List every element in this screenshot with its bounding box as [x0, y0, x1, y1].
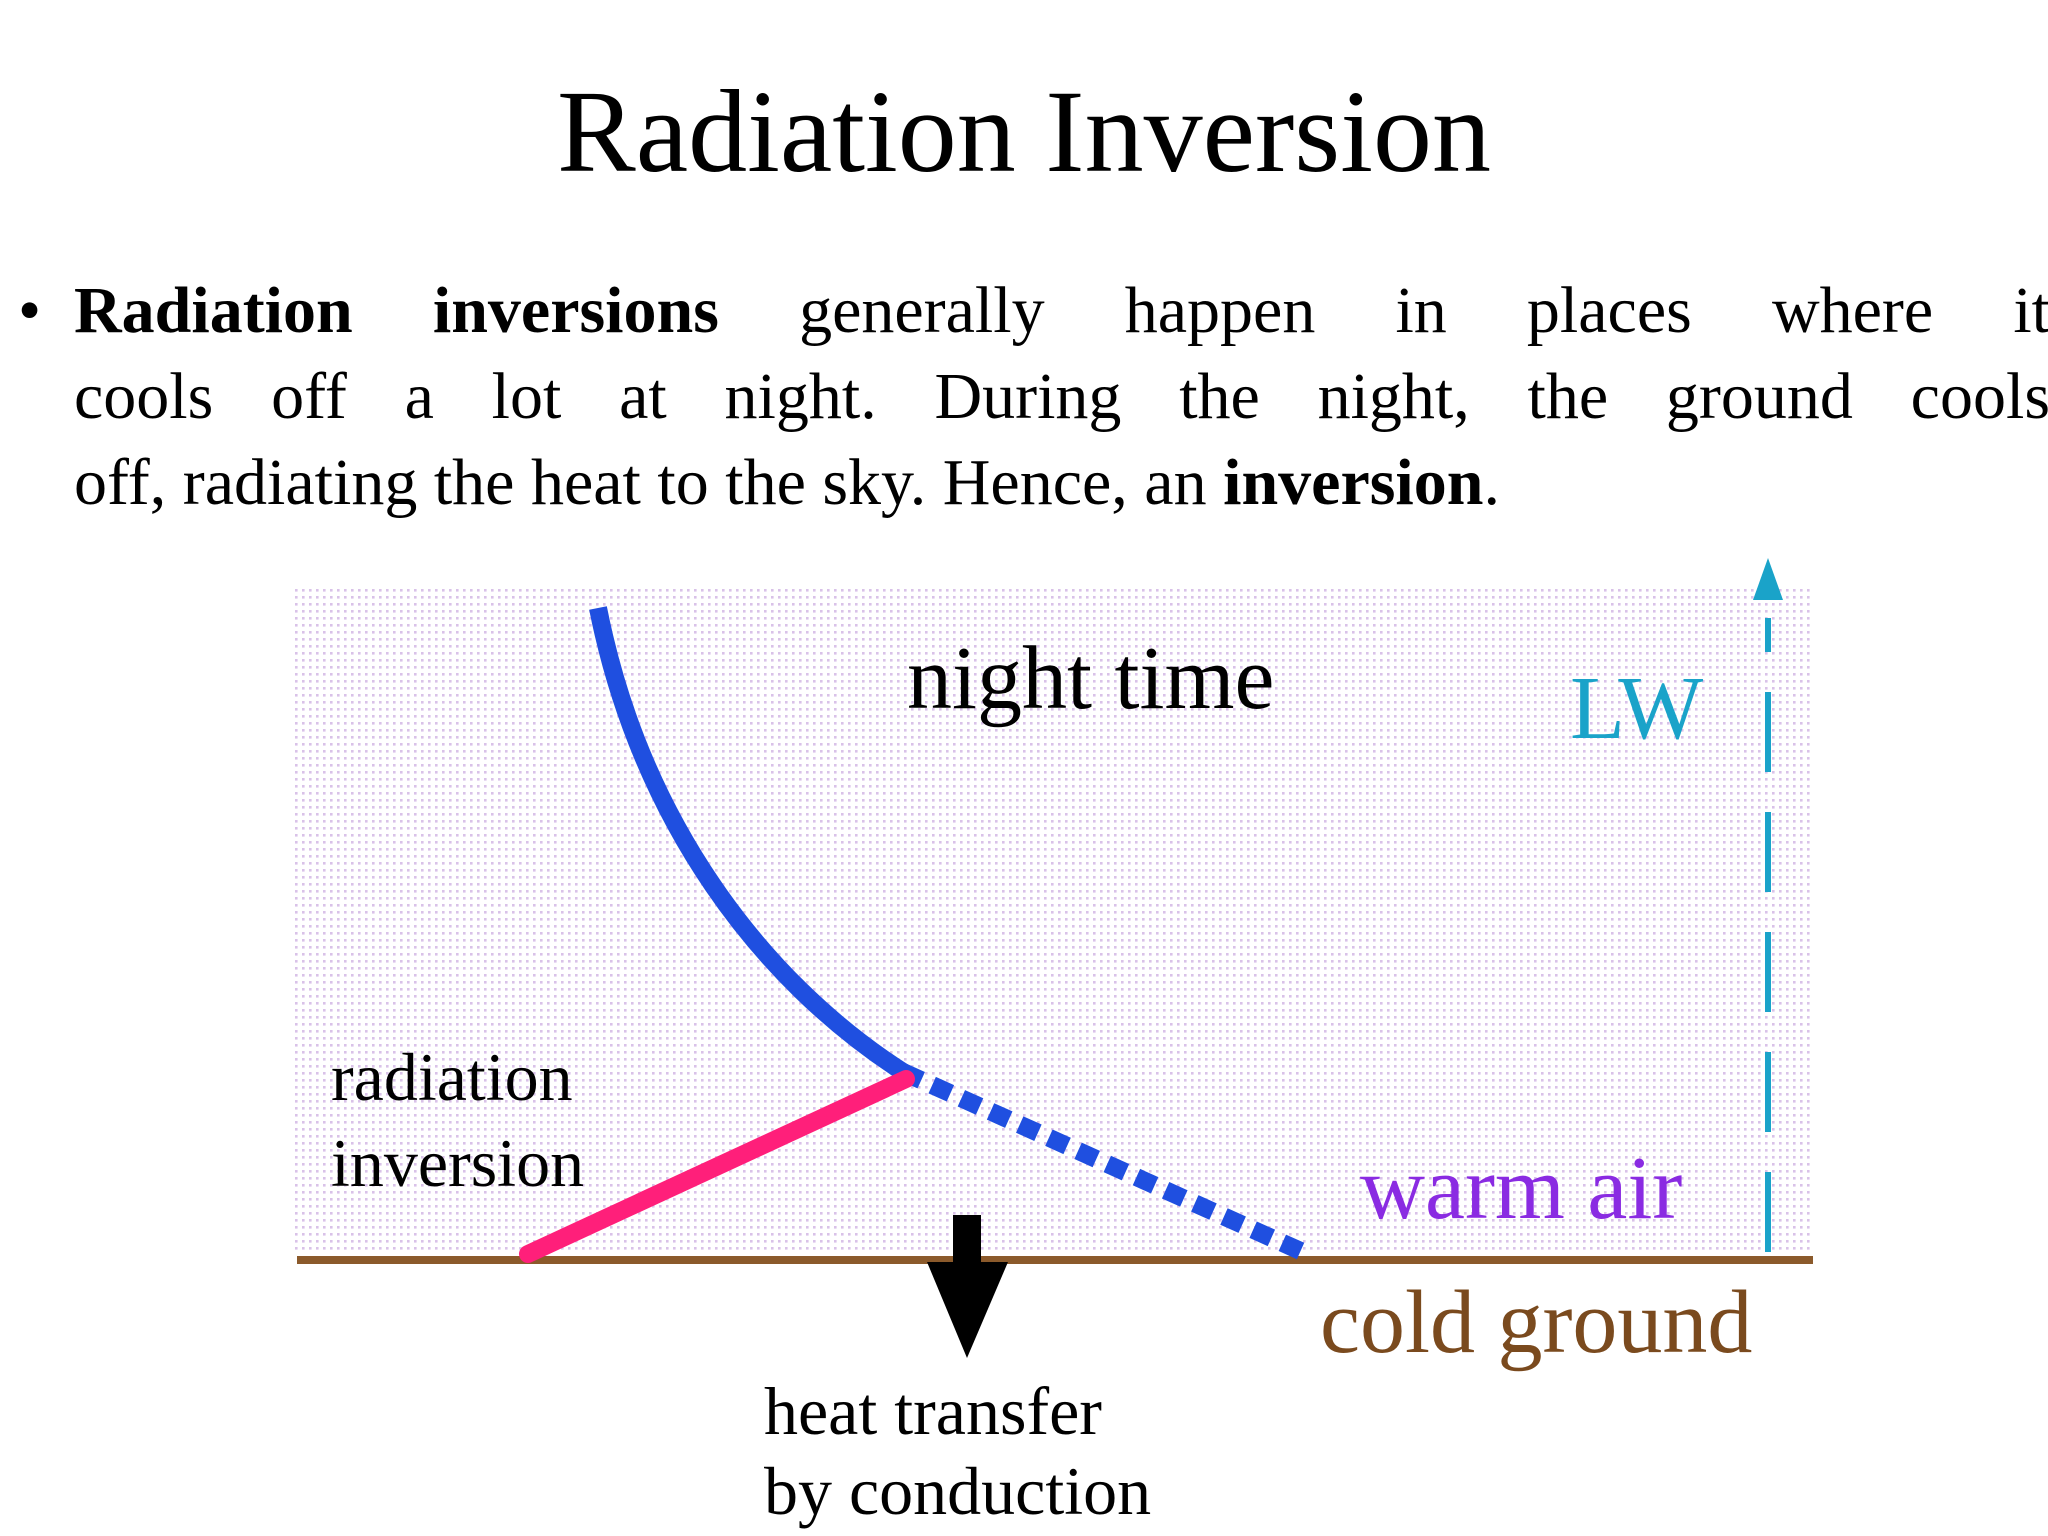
- label-night-time: night time: [907, 629, 1274, 728]
- arrow-down-icon: [927, 1262, 1008, 1358]
- bold-term-radiation-inversions: Radiation inversions: [74, 274, 719, 347]
- label-heat-transfer-1: heat transfer: [764, 1373, 1102, 1449]
- bullet-line-3-end: .: [1483, 446, 1500, 519]
- bullet-line-3: off, radiating the heat to the sky. Henc…: [74, 440, 2048, 526]
- label-heat-transfer-2: by conduction: [764, 1453, 1151, 1529]
- bullet-line-2: cools off a lot at night. During the nig…: [74, 360, 2048, 433]
- label-warm-air: warm air: [1360, 1139, 1682, 1238]
- bold-term-inversion: inversion: [1223, 446, 1484, 519]
- bullet-line-1: Radiation inversions generally happen in…: [74, 268, 2048, 354]
- bullet-line-1-text: generally happen in places where it: [799, 274, 2048, 347]
- label-radiation-inversion-2: inversion: [331, 1125, 584, 1201]
- arrow-up-icon: [1753, 558, 1783, 600]
- inversion-segment: [519, 1070, 915, 1263]
- label-lw: LW: [1570, 659, 1703, 758]
- temperature-profile-curve: [589, 606, 908, 1080]
- slide-title: Radiation Inversion: [557, 66, 1491, 197]
- bullet-line-3-text: off, radiating the heat to the sky. Henc…: [74, 446, 1207, 519]
- bullet-symbol: •: [18, 274, 42, 347]
- temperature-profile-dashed: [899, 1063, 1309, 1262]
- label-cold-ground: cold ground: [1320, 1273, 1752, 1372]
- label-radiation-inversion-1: radiation: [331, 1039, 573, 1115]
- bullet-paragraph: Radiation inversions generally happen in…: [74, 268, 2048, 526]
